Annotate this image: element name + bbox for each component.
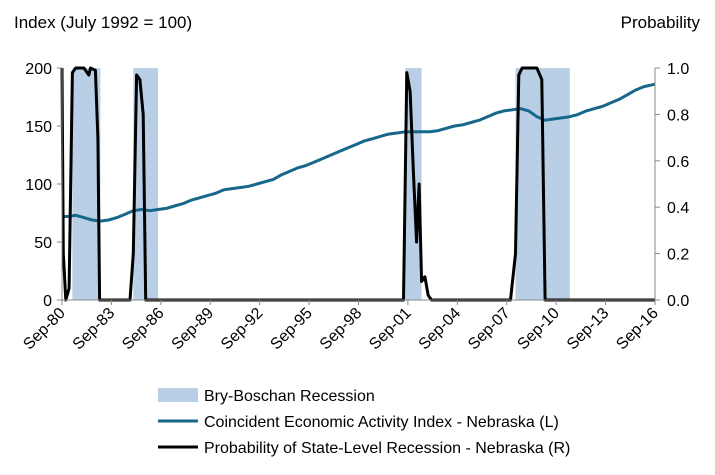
right-tick-label: 0.6 <box>667 154 689 171</box>
right-tick-label: 0.2 <box>667 247 689 264</box>
x-tick-label: Sep-92 <box>218 305 267 354</box>
x-tick-label: Sep-89 <box>169 305 218 354</box>
x-tick-label: Sep-98 <box>317 305 366 354</box>
left-tick-label: 150 <box>25 119 52 136</box>
left-axis-title: Index (July 1992 = 100) <box>14 13 192 32</box>
legend-swatch-recession <box>158 388 198 402</box>
recession-shading <box>72 68 570 300</box>
x-tick-label: Sep-01 <box>366 305 415 354</box>
left-tick-label: 50 <box>34 235 52 252</box>
x-tick-label: Sep-83 <box>70 305 119 354</box>
left-tick-label: 200 <box>25 61 52 78</box>
right-tick-label: 0.8 <box>667 107 689 124</box>
x-tick-label: Sep-80 <box>20 305 69 354</box>
x-tick-label: Sep-16 <box>613 305 662 354</box>
right-tick-label: 0.0 <box>667 293 689 310</box>
x-tick-label: Sep-95 <box>267 305 316 354</box>
x-tick-label: Sep-07 <box>465 305 514 354</box>
x-tick-label: Sep-86 <box>119 305 168 354</box>
x-tick-label: Sep-10 <box>514 305 563 354</box>
legend: Bry-Boschan Recession Coincident Economic… <box>158 388 570 457</box>
legend-label: Coincident Economic Activity Index - Neb… <box>204 414 559 431</box>
x-tick-label: Sep-13 <box>564 305 613 354</box>
left-tick-label: 100 <box>25 177 52 194</box>
left-tick-label: 0 <box>43 293 52 310</box>
right-axis-title: Probability <box>621 13 701 32</box>
legend-label: Probability of State-Level Recession - N… <box>204 440 570 457</box>
x-tick-label: Sep-04 <box>416 305 465 354</box>
activity-index-line <box>62 82 656 223</box>
right-tick-label: 0.4 <box>667 200 689 217</box>
legend-label: Bry-Boschan Recession <box>204 388 375 405</box>
right-tick-label: 1.0 <box>667 61 689 78</box>
